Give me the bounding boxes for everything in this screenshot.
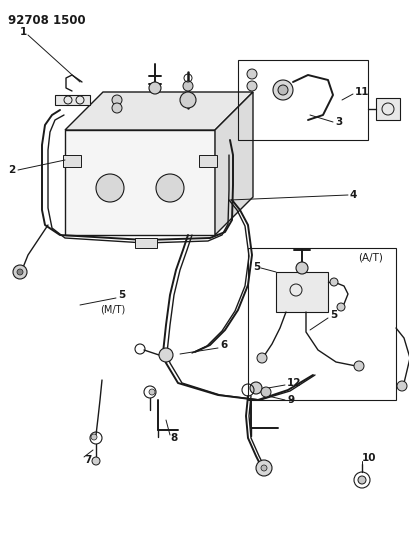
Circle shape — [261, 387, 271, 397]
Circle shape — [92, 457, 100, 465]
Text: (A/T): (A/T) — [358, 253, 383, 263]
Polygon shape — [65, 130, 215, 235]
Polygon shape — [65, 92, 253, 130]
Circle shape — [149, 389, 155, 395]
Bar — [63, 155, 81, 167]
Text: 1: 1 — [20, 27, 27, 37]
Circle shape — [156, 174, 184, 202]
Circle shape — [17, 269, 23, 275]
Text: 6: 6 — [220, 340, 227, 350]
Bar — [248, 248, 396, 400]
Text: 5: 5 — [330, 310, 337, 320]
Text: 4: 4 — [350, 190, 357, 200]
Circle shape — [91, 434, 97, 440]
Circle shape — [13, 265, 27, 279]
Circle shape — [159, 348, 173, 362]
Bar — [238, 60, 368, 140]
Circle shape — [183, 81, 193, 91]
Circle shape — [330, 278, 338, 286]
Circle shape — [358, 476, 366, 484]
Text: 10: 10 — [362, 453, 377, 463]
Circle shape — [354, 361, 364, 371]
Text: 92708 1500: 92708 1500 — [8, 14, 85, 27]
Circle shape — [273, 80, 293, 100]
Circle shape — [112, 95, 122, 105]
Circle shape — [180, 92, 196, 108]
Text: 7: 7 — [84, 455, 91, 465]
Bar — [376, 98, 400, 120]
Circle shape — [296, 262, 308, 274]
Text: 12: 12 — [287, 378, 301, 388]
Circle shape — [397, 381, 407, 391]
Circle shape — [96, 174, 124, 202]
Circle shape — [278, 85, 288, 95]
Text: 3: 3 — [335, 117, 342, 127]
Text: 5: 5 — [253, 262, 260, 272]
Bar — [199, 155, 217, 167]
Circle shape — [256, 460, 272, 476]
Polygon shape — [55, 95, 90, 105]
Text: 8: 8 — [170, 433, 177, 443]
Circle shape — [261, 465, 267, 471]
Text: 9: 9 — [287, 395, 294, 405]
Text: (M/T): (M/T) — [100, 305, 125, 315]
Bar — [276, 272, 328, 312]
Text: 11: 11 — [355, 87, 369, 97]
Circle shape — [337, 303, 345, 311]
Bar — [135, 238, 157, 248]
Polygon shape — [215, 92, 253, 235]
Circle shape — [247, 81, 257, 91]
Text: 2: 2 — [8, 165, 15, 175]
Circle shape — [257, 353, 267, 363]
Circle shape — [112, 103, 122, 113]
Circle shape — [250, 382, 262, 394]
Circle shape — [247, 69, 257, 79]
Text: 5: 5 — [118, 290, 125, 300]
Circle shape — [149, 82, 161, 94]
